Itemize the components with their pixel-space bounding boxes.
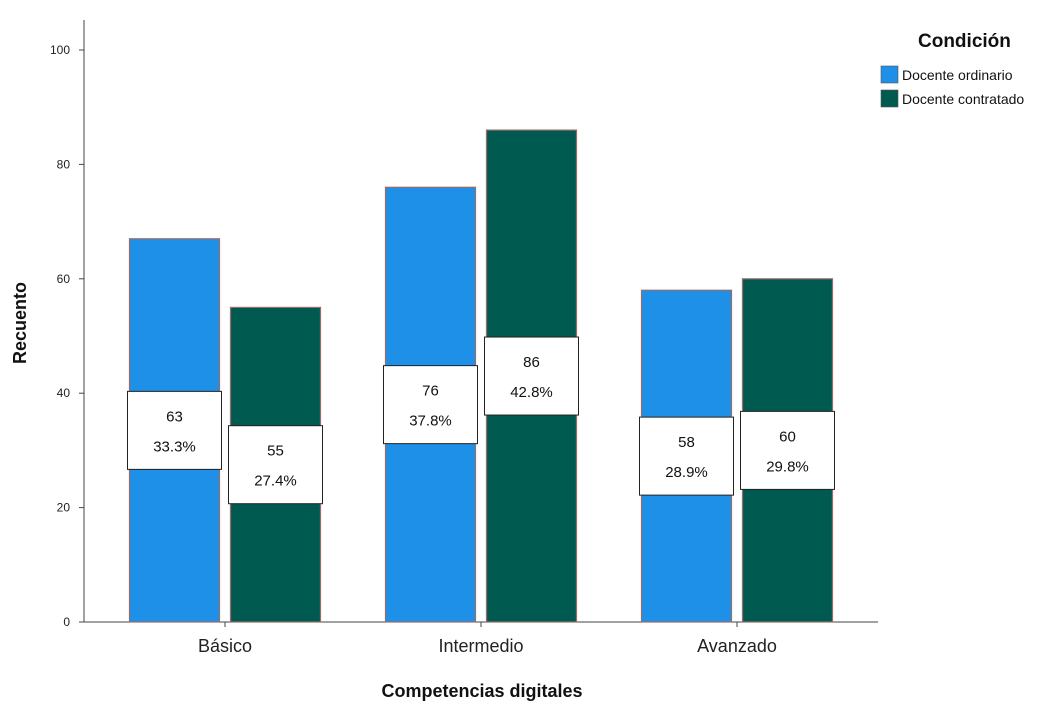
x-axis-title: Competencias digitales xyxy=(381,681,582,701)
x-tick-label: Avanzado xyxy=(697,636,777,656)
y-tick-label: 0 xyxy=(63,615,70,629)
y-tick-label: 60 xyxy=(57,272,71,286)
x-tick-label: Intermedio xyxy=(438,636,523,656)
y-tick-label: 100 xyxy=(50,43,70,57)
legend-label: Docente contratado xyxy=(902,91,1024,107)
data-label: 76 37.8% xyxy=(383,365,478,445)
data-label-count: 58 xyxy=(678,434,695,451)
data-labels: 63 33.3% 55 27.4% 76 37.8% 86 42.8% 58 28.9% 60 29.… xyxy=(127,336,835,505)
data-label-box xyxy=(127,390,222,470)
data-label-box xyxy=(228,425,323,505)
data-label-percent: 27.4% xyxy=(254,473,297,490)
data-label-percent: 42.8% xyxy=(510,384,553,401)
bars xyxy=(128,129,834,623)
data-label: 55 27.4% xyxy=(228,425,323,505)
legend-swatch xyxy=(880,89,899,108)
data-label-count: 86 xyxy=(523,354,540,371)
y-axis: 0 20 40 60 80 100 xyxy=(50,20,85,629)
data-label-percent: 33.3% xyxy=(153,438,196,455)
y-tick-label: 20 xyxy=(57,501,71,515)
legend-title: Condición xyxy=(918,31,1011,52)
x-tick-label: Básico xyxy=(198,636,252,656)
y-tick-label: 80 xyxy=(57,157,71,171)
data-label: 58 28.9% xyxy=(639,416,734,496)
data-label-count: 63 xyxy=(166,408,183,425)
data-label-count: 60 xyxy=(779,428,796,445)
data-label-percent: 29.8% xyxy=(766,458,809,475)
data-label: 63 33.3% xyxy=(127,390,222,470)
data-label: 86 42.8% xyxy=(484,336,579,416)
data-label-count: 55 xyxy=(267,443,284,460)
data-label-box xyxy=(383,365,478,445)
y-axis-title: Recuento xyxy=(10,282,30,364)
data-label-box xyxy=(740,410,835,490)
x-axis: Básico Intermedio Avanzado xyxy=(84,621,878,656)
legend-swatch xyxy=(880,65,899,84)
data-label-box xyxy=(484,336,579,416)
data-label-box xyxy=(639,416,734,496)
data-label-percent: 28.9% xyxy=(665,464,708,481)
data-label-count: 76 xyxy=(422,383,439,400)
data-label: 60 29.8% xyxy=(740,410,835,490)
data-label-percent: 37.8% xyxy=(409,413,452,430)
y-tick-label: 40 xyxy=(57,386,71,400)
legend-label: Docente ordinario xyxy=(902,67,1013,83)
legend: Condición Docente ordinario Docente contr… xyxy=(880,31,1024,108)
